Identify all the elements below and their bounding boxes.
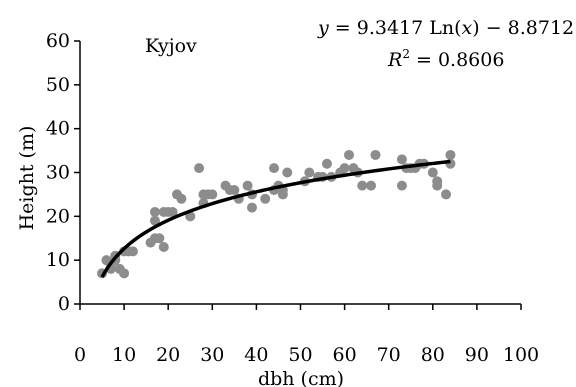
y-axis-title: Height (m)	[16, 126, 38, 231]
data-point	[229, 185, 240, 196]
data-point	[246, 202, 257, 213]
x-tick-label: 0	[74, 344, 86, 366]
y-tick-label: 50	[46, 74, 70, 96]
data-point	[357, 180, 368, 191]
y-tick-label: 60	[46, 30, 70, 52]
data-point	[176, 193, 187, 204]
x-axis-title: dbh (cm)	[258, 368, 344, 387]
data-point	[366, 180, 377, 191]
data-point	[282, 167, 293, 178]
data-point	[149, 206, 160, 217]
data-point	[260, 193, 271, 204]
data-point	[119, 268, 130, 279]
data-point	[149, 215, 160, 226]
x-tick-label: 100	[503, 344, 539, 366]
data-point	[396, 154, 407, 165]
x-tick-label: 20	[156, 344, 180, 366]
data-point	[344, 149, 355, 160]
data-point	[154, 233, 165, 244]
x-tick-label: 30	[200, 344, 224, 366]
data-point	[321, 158, 332, 169]
data-point	[207, 189, 218, 200]
data-point	[370, 149, 381, 160]
data-points	[97, 149, 456, 279]
data-point	[441, 189, 452, 200]
data-point	[427, 167, 438, 178]
y-tick-label: 10	[46, 249, 70, 271]
x-tick-label: 40	[244, 344, 268, 366]
site-label: Kyjov	[145, 35, 197, 57]
x-tick-label: 80	[421, 344, 445, 366]
data-point	[396, 180, 407, 191]
data-point	[269, 163, 280, 174]
data-point	[242, 180, 253, 191]
y-tick-label: 0	[58, 293, 70, 315]
x-tick-label: 60	[333, 344, 357, 366]
regression-equation: y = 9.3417 Ln(x) − 8.8712	[317, 17, 574, 39]
data-point	[304, 167, 315, 178]
r-squared: R2 = 0.8606	[387, 47, 504, 71]
data-point	[127, 246, 138, 257]
y-tick-label: 20	[46, 205, 70, 227]
data-point	[194, 163, 205, 174]
x-tick-label: 10	[112, 344, 136, 366]
x-tick-label: 50	[288, 344, 312, 366]
x-axis-ticks: 0 10 20 30 40 50 60 70 80 90 100	[74, 304, 539, 366]
data-point	[158, 242, 169, 253]
data-point	[445, 149, 456, 160]
data-point	[339, 163, 350, 174]
y-tick-label: 40	[46, 118, 70, 140]
x-tick-label: 90	[465, 344, 489, 366]
y-axis-ticks: 0 10 20 30 40 50 60	[46, 30, 80, 315]
trendline	[100, 159, 451, 278]
data-point	[432, 180, 443, 191]
y-tick-label: 30	[46, 162, 70, 184]
data-point	[167, 206, 178, 217]
x-tick-label: 70	[377, 344, 401, 366]
